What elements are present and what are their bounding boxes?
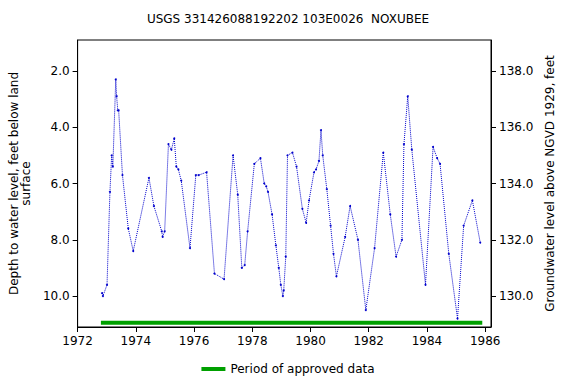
svg-text:1982: 1982 [353,334,384,348]
svg-text:6.0: 6.0 [51,177,70,191]
svg-text:Depth to water level, feet bel: Depth to water level, feet below land [7,71,21,296]
svg-text:2.0: 2.0 [51,64,70,78]
svg-text:Groundwater level above NGVD 1: Groundwater level above NGVD 1929, feet [543,55,557,312]
svg-text:136.0: 136.0 [499,120,533,134]
svg-text:1978: 1978 [237,334,268,348]
svg-text:4.0: 4.0 [51,120,70,134]
svg-text:USGS 331426088192202 103E0026: USGS 331426088192202 103E0026 NOXUBEE [147,12,429,26]
svg-text:1976: 1976 [179,334,210,348]
svg-text:130.0: 130.0 [499,289,533,303]
svg-text:Period of approved data: Period of approved data [230,362,374,376]
svg-text:134.0: 134.0 [499,177,533,191]
svg-text:surface: surface [19,161,33,205]
svg-text:132.0: 132.0 [499,233,533,247]
svg-text:10.0: 10.0 [43,289,70,303]
svg-text:1972: 1972 [62,334,93,348]
svg-text:138.0: 138.0 [499,64,533,78]
svg-text:1984: 1984 [412,334,443,348]
svg-text:1986: 1986 [470,334,501,348]
svg-text:8.0: 8.0 [51,233,70,247]
svg-text:1980: 1980 [295,334,326,348]
svg-text:1974: 1974 [121,334,152,348]
